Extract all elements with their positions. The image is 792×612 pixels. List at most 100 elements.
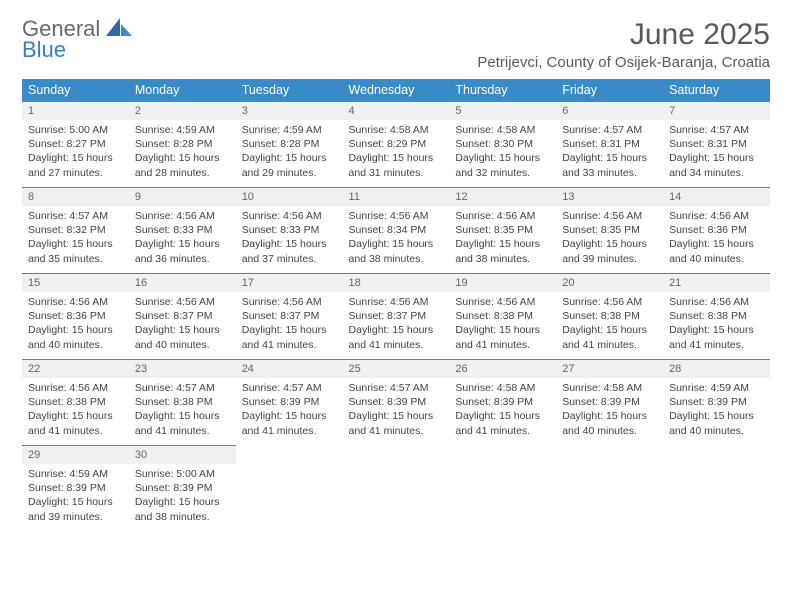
calendar-cell: 23Sunrise: 4:57 AMSunset: 8:38 PMDayligh… xyxy=(129,359,236,445)
sunrise-line: Sunrise: 4:59 AM xyxy=(135,123,230,137)
calendar-cell: 16Sunrise: 4:56 AMSunset: 8:37 PMDayligh… xyxy=(129,273,236,359)
day-body: Sunrise: 4:56 AMSunset: 8:35 PMDaylight:… xyxy=(449,206,556,270)
sunset-line: Sunset: 8:39 PM xyxy=(28,481,123,495)
day-number: 5 xyxy=(449,101,556,120)
sunset-line: Sunset: 8:32 PM xyxy=(28,223,123,237)
day-body: Sunrise: 4:58 AMSunset: 8:29 PMDaylight:… xyxy=(343,120,450,184)
sunset-line: Sunset: 8:37 PM xyxy=(135,309,230,323)
weekday-header: Wednesday xyxy=(343,79,450,101)
sunset-line: Sunset: 8:29 PM xyxy=(349,137,444,151)
sunrise-line: Sunrise: 4:56 AM xyxy=(669,295,764,309)
sunrise-line: Sunrise: 4:58 AM xyxy=(455,381,550,395)
calendar-row: 8Sunrise: 4:57 AMSunset: 8:32 PMDaylight… xyxy=(22,187,770,273)
sunset-line: Sunset: 8:31 PM xyxy=(562,137,657,151)
daylight-line: Daylight: 15 hours and 35 minutes. xyxy=(28,237,123,265)
calendar-row: 29Sunrise: 4:59 AMSunset: 8:39 PMDayligh… xyxy=(22,445,770,531)
day-number: 14 xyxy=(663,187,770,206)
daylight-line: Daylight: 15 hours and 40 minutes. xyxy=(562,409,657,437)
day-body: Sunrise: 4:56 AMSunset: 8:35 PMDaylight:… xyxy=(556,206,663,270)
calendar-cell: 17Sunrise: 4:56 AMSunset: 8:37 PMDayligh… xyxy=(236,273,343,359)
day-number: 2 xyxy=(129,101,236,120)
weekday-header: Thursday xyxy=(449,79,556,101)
sunrise-line: Sunrise: 4:58 AM xyxy=(562,381,657,395)
day-number: 8 xyxy=(22,187,129,206)
weekday-header: Monday xyxy=(129,79,236,101)
day-number: 27 xyxy=(556,359,663,378)
sunset-line: Sunset: 8:39 PM xyxy=(669,395,764,409)
day-number: 12 xyxy=(449,187,556,206)
calendar-cell: 11Sunrise: 4:56 AMSunset: 8:34 PMDayligh… xyxy=(343,187,450,273)
sunset-line: Sunset: 8:38 PM xyxy=(135,395,230,409)
calendar-cell: 15Sunrise: 4:56 AMSunset: 8:36 PMDayligh… xyxy=(22,273,129,359)
sunrise-line: Sunrise: 4:56 AM xyxy=(349,209,444,223)
calendar-cell: 27Sunrise: 4:58 AMSunset: 8:39 PMDayligh… xyxy=(556,359,663,445)
daylight-line: Daylight: 15 hours and 40 minutes. xyxy=(135,323,230,351)
calendar-cell: 9Sunrise: 4:56 AMSunset: 8:33 PMDaylight… xyxy=(129,187,236,273)
sunrise-line: Sunrise: 4:57 AM xyxy=(28,209,123,223)
sunrise-line: Sunrise: 4:56 AM xyxy=(349,295,444,309)
day-body: Sunrise: 4:56 AMSunset: 8:38 PMDaylight:… xyxy=(556,292,663,356)
month-title: June 2025 xyxy=(477,18,770,52)
day-number: 22 xyxy=(22,359,129,378)
calendar-cell xyxy=(343,445,450,531)
day-number: 24 xyxy=(236,359,343,378)
sunset-line: Sunset: 8:39 PM xyxy=(349,395,444,409)
sunrise-line: Sunrise: 5:00 AM xyxy=(28,123,123,137)
day-body: Sunrise: 4:56 AMSunset: 8:36 PMDaylight:… xyxy=(22,292,129,356)
daylight-line: Daylight: 15 hours and 31 minutes. xyxy=(349,151,444,179)
day-body: Sunrise: 4:57 AMSunset: 8:39 PMDaylight:… xyxy=(343,378,450,442)
day-number: 18 xyxy=(343,273,450,292)
day-number: 21 xyxy=(663,273,770,292)
day-number: 16 xyxy=(129,273,236,292)
sunset-line: Sunset: 8:36 PM xyxy=(28,309,123,323)
day-body: Sunrise: 4:59 AMSunset: 8:39 PMDaylight:… xyxy=(22,464,129,528)
calendar-cell xyxy=(449,445,556,531)
day-number: 13 xyxy=(556,187,663,206)
weekday-header: Saturday xyxy=(663,79,770,101)
title-block: June 2025 Petrijevci, County of Osijek-B… xyxy=(477,18,770,71)
day-body: Sunrise: 4:56 AMSunset: 8:33 PMDaylight:… xyxy=(129,206,236,270)
day-number: 10 xyxy=(236,187,343,206)
day-number: 30 xyxy=(129,445,236,464)
day-body: Sunrise: 5:00 AMSunset: 8:27 PMDaylight:… xyxy=(22,120,129,184)
sunrise-line: Sunrise: 4:56 AM xyxy=(28,295,123,309)
daylight-line: Daylight: 15 hours and 41 minutes. xyxy=(28,409,123,437)
daylight-line: Daylight: 15 hours and 40 minutes. xyxy=(669,409,764,437)
daylight-line: Daylight: 15 hours and 41 minutes. xyxy=(242,323,337,351)
day-body: Sunrise: 4:57 AMSunset: 8:31 PMDaylight:… xyxy=(663,120,770,184)
calendar-cell: 26Sunrise: 4:58 AMSunset: 8:39 PMDayligh… xyxy=(449,359,556,445)
sunrise-line: Sunrise: 4:58 AM xyxy=(455,123,550,137)
sunrise-line: Sunrise: 4:57 AM xyxy=(669,123,764,137)
day-body: Sunrise: 4:56 AMSunset: 8:36 PMDaylight:… xyxy=(663,206,770,270)
calendar-cell: 18Sunrise: 4:56 AMSunset: 8:37 PMDayligh… xyxy=(343,273,450,359)
day-body: Sunrise: 4:57 AMSunset: 8:39 PMDaylight:… xyxy=(236,378,343,442)
calendar-row: 22Sunrise: 4:56 AMSunset: 8:38 PMDayligh… xyxy=(22,359,770,445)
calendar-cell: 3Sunrise: 4:59 AMSunset: 8:28 PMDaylight… xyxy=(236,101,343,187)
sunset-line: Sunset: 8:36 PM xyxy=(669,223,764,237)
calendar-cell: 10Sunrise: 4:56 AMSunset: 8:33 PMDayligh… xyxy=(236,187,343,273)
sunset-line: Sunset: 8:35 PM xyxy=(455,223,550,237)
day-number: 28 xyxy=(663,359,770,378)
calendar-cell xyxy=(663,445,770,531)
daylight-line: Daylight: 15 hours and 41 minutes. xyxy=(669,323,764,351)
day-number: 17 xyxy=(236,273,343,292)
daylight-line: Daylight: 15 hours and 37 minutes. xyxy=(242,237,337,265)
day-body: Sunrise: 4:56 AMSunset: 8:38 PMDaylight:… xyxy=(449,292,556,356)
sunset-line: Sunset: 8:31 PM xyxy=(669,137,764,151)
day-body: Sunrise: 4:58 AMSunset: 8:39 PMDaylight:… xyxy=(449,378,556,442)
day-body: Sunrise: 4:56 AMSunset: 8:33 PMDaylight:… xyxy=(236,206,343,270)
sunset-line: Sunset: 8:38 PM xyxy=(669,309,764,323)
calendar-cell: 14Sunrise: 4:56 AMSunset: 8:36 PMDayligh… xyxy=(663,187,770,273)
calendar-cell: 20Sunrise: 4:56 AMSunset: 8:38 PMDayligh… xyxy=(556,273,663,359)
daylight-line: Daylight: 15 hours and 33 minutes. xyxy=(562,151,657,179)
calendar-cell: 22Sunrise: 4:56 AMSunset: 8:38 PMDayligh… xyxy=(22,359,129,445)
sunrise-line: Sunrise: 4:59 AM xyxy=(669,381,764,395)
weekday-header: Friday xyxy=(556,79,663,101)
sunset-line: Sunset: 8:28 PM xyxy=(242,137,337,151)
sunset-line: Sunset: 8:38 PM xyxy=(562,309,657,323)
day-body: Sunrise: 5:00 AMSunset: 8:39 PMDaylight:… xyxy=(129,464,236,528)
logo-line2: Blue xyxy=(22,37,66,62)
day-body: Sunrise: 4:56 AMSunset: 8:37 PMDaylight:… xyxy=(129,292,236,356)
weekday-header: Sunday xyxy=(22,79,129,101)
day-number: 15 xyxy=(22,273,129,292)
